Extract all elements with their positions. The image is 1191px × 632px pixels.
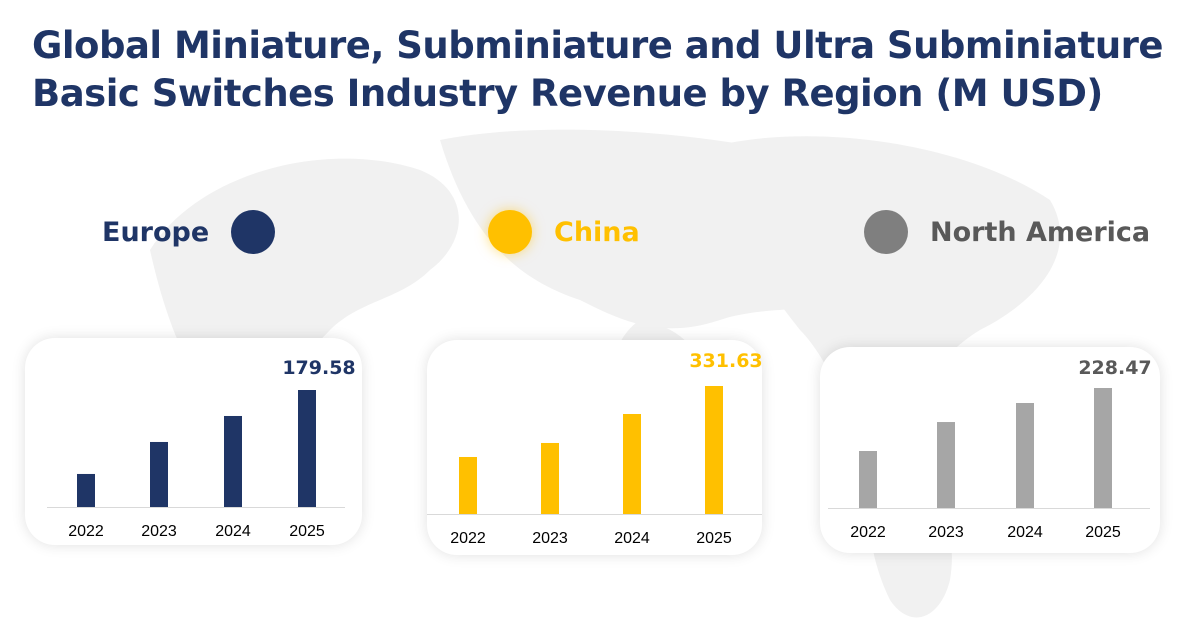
china-bar-2025 (705, 386, 723, 514)
europe-bar-2025 (298, 390, 316, 507)
north-america-tick-label: 2022 (850, 524, 886, 541)
legend-label-china: China (554, 216, 640, 248)
europe-tick-label: 2024 (215, 523, 251, 540)
europe-bar-2022 (77, 473, 95, 507)
legend-label-europe: Europe (102, 216, 210, 248)
europe-data-label: 179.58 (282, 357, 355, 379)
north-america-bar-2023 (937, 422, 955, 508)
china-bar-2024 (623, 413, 641, 514)
europe-tick-label: 2022 (68, 523, 104, 540)
europe-chart-card: 2022 2023 2024 2025 179.58 (25, 338, 362, 545)
title-line-1: Global Miniature, Subminiature and Ultra… (32, 24, 1164, 67)
legend-dot-north-america (864, 210, 908, 254)
north-america-tick-label: 2023 (928, 524, 964, 541)
legend-dot-china (488, 210, 532, 254)
north-america-bar-2025 (1094, 388, 1112, 508)
north-america-tick-label: 2025 (1085, 524, 1121, 541)
north-america-tick-label: 2024 (1007, 524, 1043, 541)
china-chart-card: 2022 2023 2024 2025 331.63 (427, 340, 762, 555)
china-chart: 2022 2023 2024 2025 331.63 (427, 350, 762, 547)
north-america-chart: 2022 2023 2024 2025 228.47 (828, 357, 1152, 541)
europe-chart: 2022 2023 2024 2025 179.58 (47, 357, 356, 540)
chart-title: Global Miniature, Subminiature and Ultra… (32, 22, 1164, 118)
legend-label-north-america: North America (930, 216, 1151, 248)
europe-bar-2023 (150, 441, 168, 507)
china-bar-2022 (459, 456, 477, 514)
legend-china: China (488, 210, 640, 254)
legend-dot-europe (231, 210, 276, 254)
north-america-chart-card: 2022 2023 2024 2025 228.47 (820, 347, 1160, 553)
china-bar-2023 (541, 442, 559, 514)
china-tick-label: 2022 (450, 530, 486, 547)
china-tick-label: 2023 (532, 530, 568, 547)
title-line-2: Basic Switches Industry Revenue by Regio… (32, 72, 1103, 115)
europe-tick-label: 2025 (289, 523, 325, 540)
north-america-data-label: 228.47 (1078, 357, 1151, 379)
north-america-bar-2022 (859, 451, 877, 508)
china-tick-label: 2025 (696, 530, 732, 547)
legend-europe: Europe (102, 210, 276, 254)
europe-bar-2024 (224, 415, 242, 507)
north-america-bar-2024 (1016, 403, 1034, 508)
china-data-label: 331.63 (689, 350, 762, 372)
europe-tick-label: 2023 (141, 523, 177, 540)
legend-north-america: North America (864, 210, 1150, 254)
china-tick-label: 2024 (614, 530, 650, 547)
